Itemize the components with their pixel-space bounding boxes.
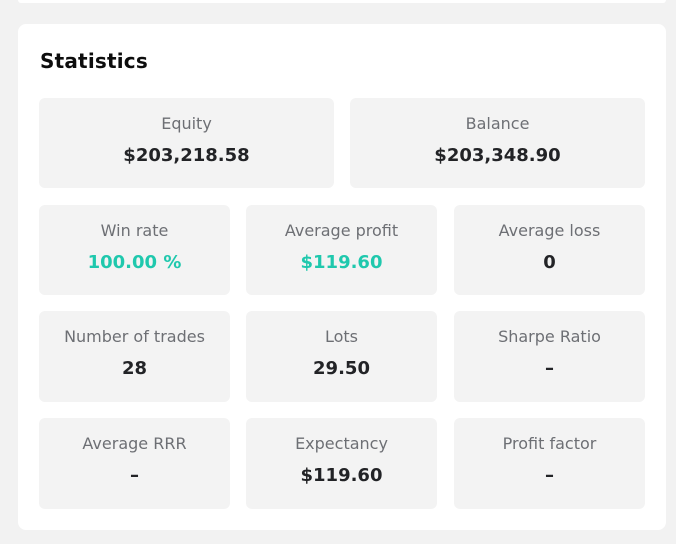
- profit-factor-value: –: [545, 465, 554, 486]
- expectancy-label: Expectancy: [295, 434, 388, 453]
- expectancy-value: $119.60: [300, 465, 383, 486]
- balance-tile: Balance $203,348.90: [350, 98, 645, 188]
- lots-label: Lots: [324, 327, 359, 346]
- average-profit-tile: Average profit $119.60: [246, 205, 437, 295]
- average-loss-value: 0: [543, 252, 556, 273]
- win-rate-label: Win rate: [100, 221, 169, 240]
- average-loss-label: Average loss: [498, 221, 601, 240]
- statistics-card: Statistics Equity $203,218.58 Balance $2…: [18, 24, 666, 530]
- number-of-trades-value: 28: [121, 358, 148, 379]
- balance-value: $203,348.90: [434, 145, 561, 166]
- average-rrr-value: –: [130, 465, 139, 486]
- sharpe-ratio-value: –: [545, 358, 554, 379]
- profit-factor-label: Profit factor: [502, 434, 597, 453]
- sharpe-ratio-tile: Sharpe Ratio –: [454, 311, 645, 402]
- lots-value: 29.50: [313, 358, 370, 379]
- equity-label: Equity: [161, 114, 212, 133]
- number-of-trades-tile: Number of trades 28: [39, 311, 230, 402]
- profit-factor-tile: Profit factor –: [454, 418, 645, 509]
- average-profit-label: Average profit: [284, 221, 399, 240]
- number-of-trades-label: Number of trades: [64, 327, 205, 346]
- average-rrr-label: Average RRR: [82, 434, 187, 453]
- previous-card-edge: [18, 0, 666, 3]
- average-loss-tile: Average loss 0: [454, 205, 645, 295]
- sharpe-ratio-label: Sharpe Ratio: [498, 327, 601, 346]
- lots-tile: Lots 29.50: [246, 311, 437, 402]
- average-profit-value: $119.60: [300, 252, 383, 273]
- equity-tile: Equity $203,218.58: [39, 98, 334, 188]
- expectancy-tile: Expectancy $119.60: [246, 418, 437, 509]
- win-rate-tile: Win rate 100.00 %: [39, 205, 230, 295]
- average-rrr-tile: Average RRR –: [39, 418, 230, 509]
- balance-label: Balance: [465, 114, 530, 133]
- equity-value: $203,218.58: [123, 145, 250, 166]
- statistics-title: Statistics: [40, 49, 148, 73]
- win-rate-value: 100.00 %: [87, 252, 182, 273]
